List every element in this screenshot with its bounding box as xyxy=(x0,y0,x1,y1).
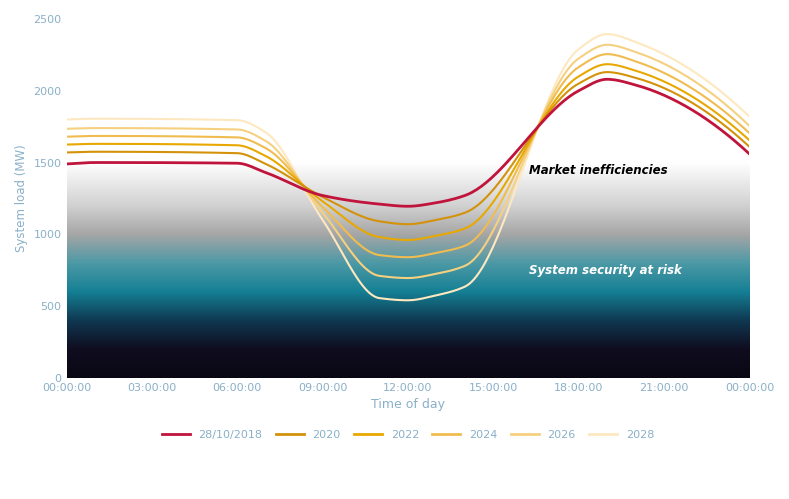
Text: Market inefficiencies: Market inefficiencies xyxy=(529,164,667,177)
Text: System security at risk: System security at risk xyxy=(529,264,682,277)
Legend: 28/10/2018, 2020, 2022, 2024, 2026, 2028: 28/10/2018, 2020, 2022, 2024, 2026, 2028 xyxy=(157,425,659,444)
X-axis label: Time of day: Time of day xyxy=(371,398,445,411)
Y-axis label: System load (MW): System load (MW) xyxy=(15,145,28,252)
